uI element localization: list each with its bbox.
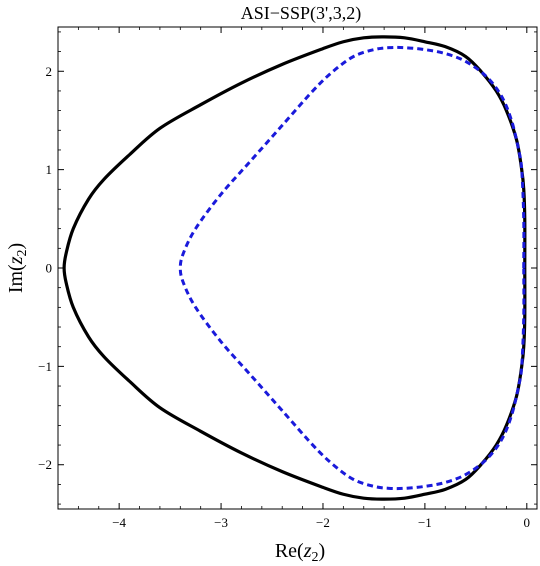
series-line-dashed bbox=[178, 45, 526, 491]
chart-title: ASI−SSP(3',3,2) bbox=[241, 3, 361, 24]
x-axis-label: Re(z2) bbox=[275, 540, 325, 565]
y-axis-label: Im(z2) bbox=[5, 243, 30, 293]
series-layer bbox=[62, 35, 527, 501]
y-tick-label: 0 bbox=[46, 261, 53, 276]
y-tick-label: 1 bbox=[46, 162, 53, 177]
x-tick-label: −3 bbox=[214, 515, 228, 530]
y-axis-ticks: −2 −1 0 1 2 bbox=[38, 31, 537, 505]
x-tick-label: −1 bbox=[418, 515, 432, 530]
x-tick-label: −4 bbox=[112, 515, 126, 530]
x-axis-ticks: −4 −3 −2 −1 0 bbox=[77, 27, 531, 530]
x-tick-label: −2 bbox=[316, 515, 330, 530]
y-tick-label: 2 bbox=[46, 64, 53, 79]
y-tick-label: −1 bbox=[38, 359, 52, 374]
series-line-solid bbox=[62, 35, 527, 501]
plot-frame bbox=[57, 26, 538, 510]
x-tick-label: 0 bbox=[524, 515, 531, 530]
y-tick-label: −2 bbox=[38, 457, 52, 472]
